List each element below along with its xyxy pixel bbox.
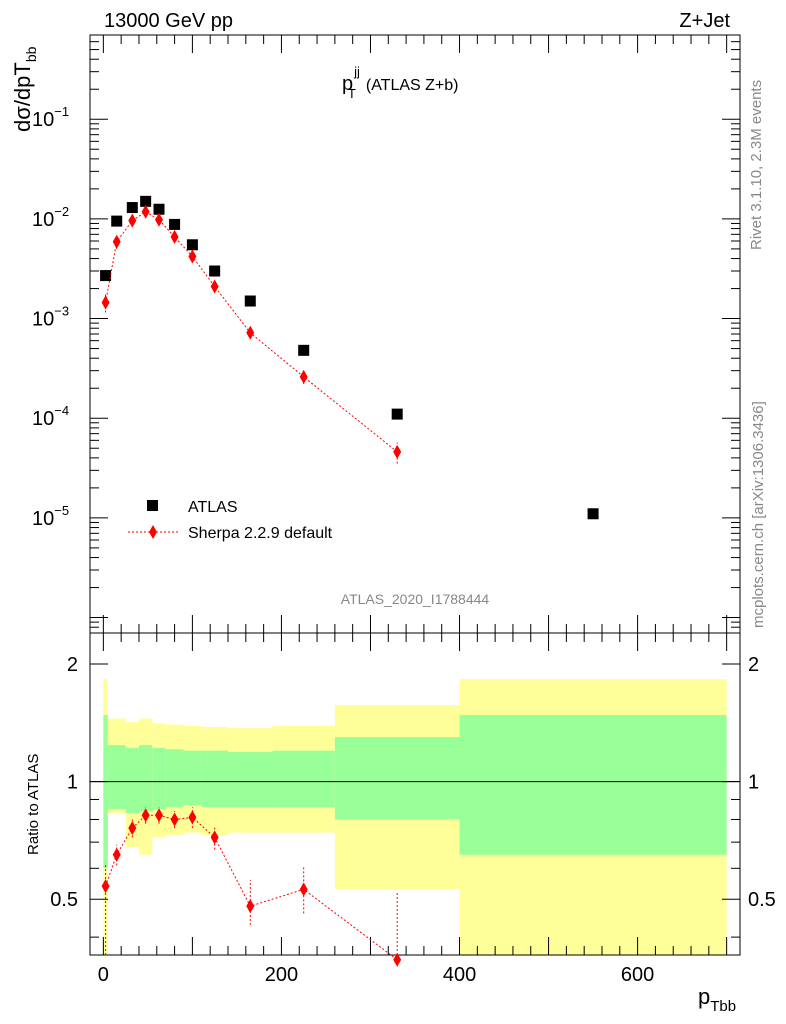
atlas-data-point bbox=[186, 239, 198, 251]
green-band-bin bbox=[272, 750, 335, 808]
y-axis-label-ratio: Ratio to ATLAS bbox=[25, 754, 42, 855]
sherpa-data-point bbox=[246, 325, 255, 340]
legend-sherpa-label: Sherpa 2.2.9 default bbox=[188, 525, 333, 542]
y-tick-label-main: 10−2 bbox=[32, 204, 69, 231]
x-tick-label: 0 bbox=[98, 964, 109, 986]
atlas-data-point bbox=[587, 508, 599, 520]
sherpa-ratio-point bbox=[170, 812, 179, 827]
green-band-bin bbox=[459, 715, 727, 855]
y-tick-label-ratio-left: 1 bbox=[67, 772, 78, 794]
sherpa-data-point bbox=[210, 279, 219, 294]
atlas-data-point bbox=[298, 344, 310, 356]
y-tick-label-main: 10−1 bbox=[32, 104, 69, 131]
sherpa-ratio-point bbox=[128, 821, 137, 836]
sherpa-ratio-point bbox=[188, 810, 197, 825]
legend: ATLAS Sherpa 2.2.9 default bbox=[128, 499, 333, 542]
y-tick-label-ratio-right: 2 bbox=[748, 654, 759, 676]
sherpa-data-point bbox=[128, 213, 137, 228]
atlas-data-point bbox=[153, 203, 165, 215]
atlas-data-point bbox=[244, 295, 256, 307]
sherpa-data-point bbox=[101, 295, 110, 310]
plot-title: pjj T (ATLAS Z+b) bbox=[342, 64, 458, 101]
legend-atlas-label: ATLAS bbox=[188, 499, 238, 516]
mcplots-label: mcplots.cern.ch [arXiv:1306.3436] bbox=[750, 401, 767, 628]
green-band-bin bbox=[138, 745, 153, 812]
green-band-bin bbox=[125, 747, 139, 814]
y-tick-label-main: 10−5 bbox=[32, 503, 69, 530]
green-band-bin bbox=[183, 750, 202, 806]
y-tick-label-main: 10−4 bbox=[32, 403, 69, 430]
ratio-uncertainty-bands bbox=[103, 679, 727, 955]
y-tick-label-ratio-left: 2 bbox=[67, 654, 78, 676]
sherpa-ratio-point bbox=[101, 879, 110, 894]
rivet-version-label: Rivet 3.1.10, 2.3M events bbox=[748, 80, 765, 250]
y-tick-label-ratio-right: 1 bbox=[748, 772, 759, 794]
sherpa-ratio-point bbox=[210, 830, 219, 845]
atlas-data-point bbox=[126, 202, 138, 214]
green-band-bin bbox=[103, 715, 108, 869]
sherpa-data-point bbox=[155, 212, 164, 227]
sherpa-ratio-point bbox=[299, 882, 308, 897]
green-band-bin bbox=[107, 745, 126, 810]
sherpa-data-point bbox=[141, 204, 150, 219]
sherpa-data-point bbox=[393, 444, 402, 459]
y-tick-label-main: 10−3 bbox=[32, 304, 69, 331]
x-tick-label: 400 bbox=[443, 964, 476, 986]
atlas-data-point bbox=[111, 215, 123, 227]
sherpa-ratio-point bbox=[393, 952, 402, 967]
data-marks bbox=[100, 195, 599, 967]
atlas-data-point bbox=[391, 408, 403, 420]
sherpa-data-point bbox=[170, 229, 179, 244]
green-band-bin bbox=[228, 752, 273, 808]
y-tick-label-ratio-right: 0.5 bbox=[748, 889, 776, 911]
sherpa-line bbox=[105, 211, 398, 453]
x-tick-label: 200 bbox=[265, 964, 298, 986]
y-axis-label-main: dσ/dpTbb bbox=[10, 46, 39, 132]
x-tick-label: 600 bbox=[621, 964, 654, 986]
sherpa-data-point bbox=[188, 249, 197, 264]
main-plot-frame bbox=[89, 34, 741, 634]
sherpa-ratio-point bbox=[112, 847, 121, 862]
legend-atlas-marker bbox=[147, 500, 158, 511]
atlas-data-point bbox=[209, 265, 221, 277]
green-band-bin bbox=[165, 749, 184, 808]
x-axis-label: pTbb bbox=[698, 984, 736, 1015]
green-band-bin bbox=[334, 737, 460, 820]
sherpa-ratio-point bbox=[141, 808, 150, 823]
atlas-data-point bbox=[100, 270, 112, 282]
header-right: Z+Jet bbox=[679, 10, 730, 32]
y-tick-label-ratio-left: 0.5 bbox=[50, 889, 78, 911]
green-band-bin bbox=[201, 750, 229, 808]
analysis-id-label: ATLAS_2020_I1788444 bbox=[341, 591, 490, 607]
green-band-bin bbox=[152, 747, 166, 810]
sherpa-data-point bbox=[299, 369, 308, 384]
atlas-data-point bbox=[169, 218, 181, 230]
atlas-data-point bbox=[140, 195, 152, 207]
sherpa-data-point bbox=[112, 234, 121, 249]
legend-sherpa-marker bbox=[149, 525, 157, 539]
sherpa-ratio-point bbox=[155, 808, 164, 823]
ratio-plot-frame bbox=[89, 632, 741, 956]
header-left: 13000 GeV pp bbox=[104, 10, 233, 32]
axes-ticks: 10−1 10−2 10−3 10−4 10−5 2 2 1 1 0.5 0.5 0 200 400 600 bbox=[32, 35, 776, 986]
sherpa-ratio-point bbox=[246, 899, 255, 914]
